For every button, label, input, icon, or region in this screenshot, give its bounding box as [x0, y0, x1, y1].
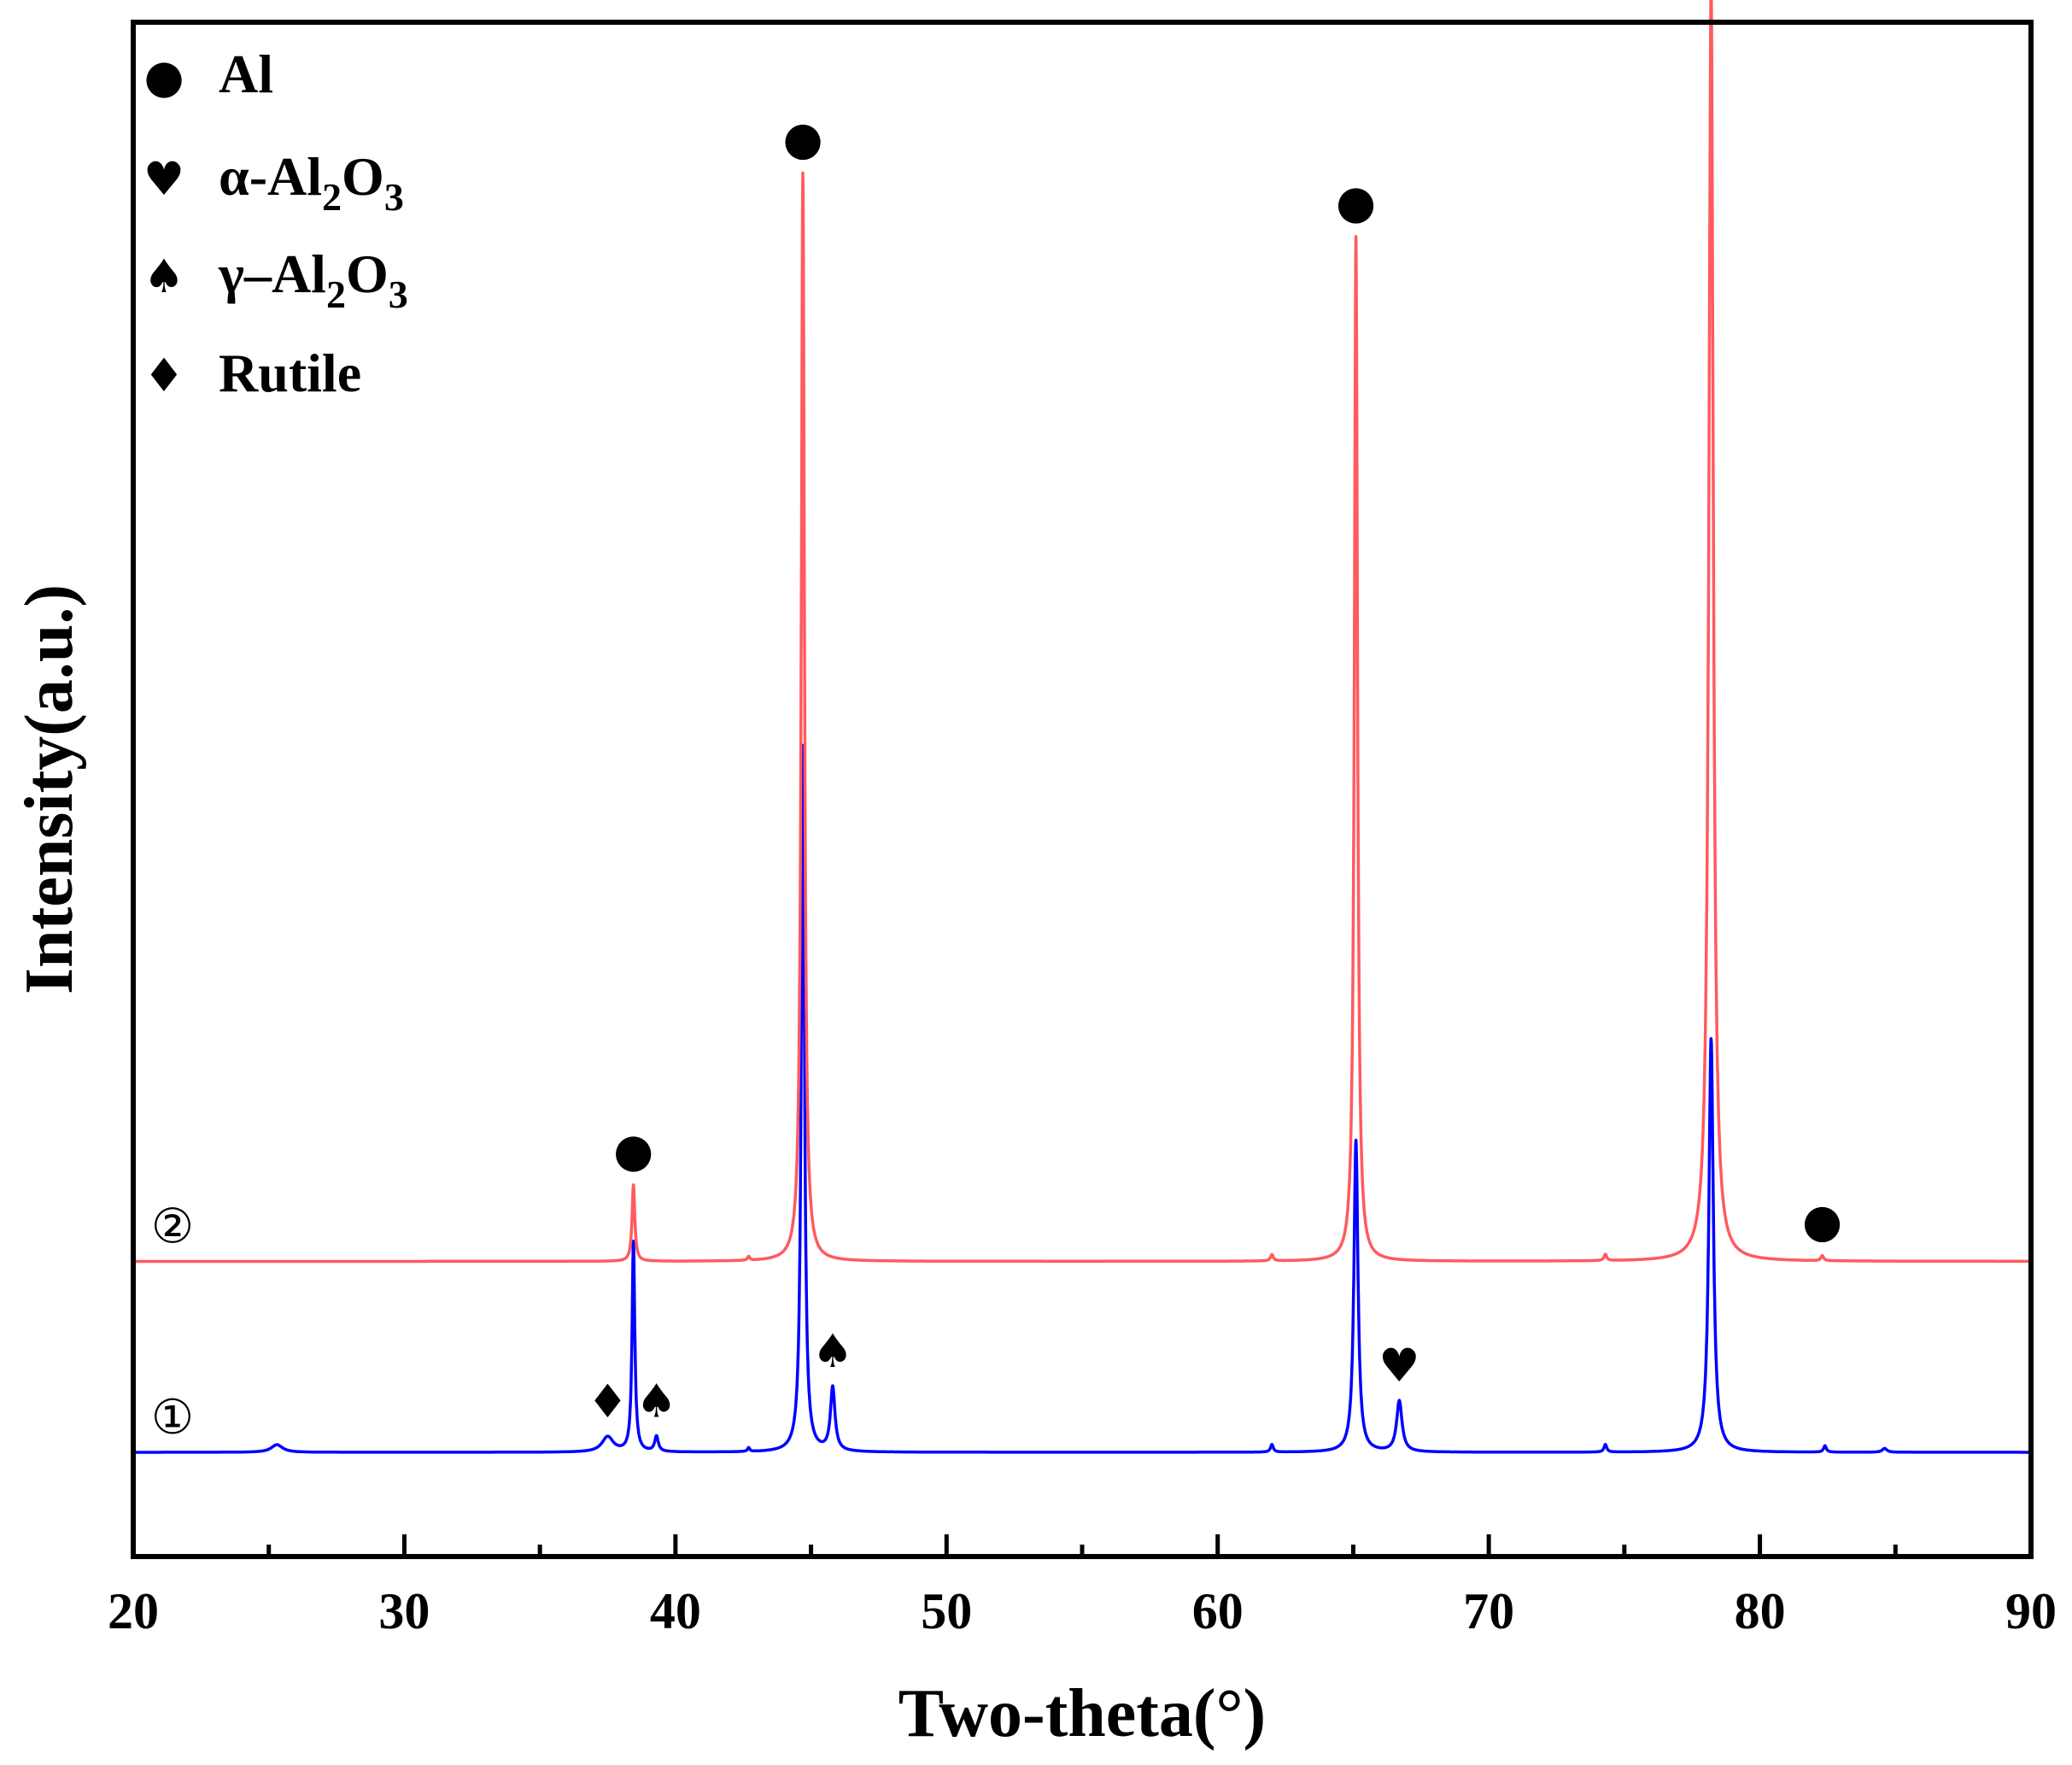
curves-layer — [132, 0, 2033, 1454]
annotation-8: ♠ — [812, 1324, 853, 1378]
legend-symbol-1: ● — [143, 50, 184, 103]
legend-label-3-part-2: 2 — [326, 273, 346, 316]
series-line-1 — [132, 743, 2033, 1454]
curve-label-1: ① — [151, 1390, 194, 1445]
legend-symbol-3: ♠ — [143, 249, 184, 303]
x-tick-label-30: 30 — [378, 1583, 430, 1639]
annotation-7: ♠ — [635, 1374, 676, 1428]
x-tick-label-50: 50 — [921, 1583, 972, 1639]
x-tick-label-20: 20 — [108, 1583, 159, 1639]
series-line-2 — [132, 0, 2033, 1264]
x-tick-label-40: 40 — [650, 1583, 701, 1639]
legend-label-2-part-3: O — [342, 146, 384, 207]
annotation-3: ● — [1336, 175, 1376, 229]
peak-annotations: ●●●●●♦♠♠♥ — [587, 112, 1842, 1428]
annotation-5: ● — [1802, 1194, 1842, 1248]
legend-label-2-part-2: 2 — [322, 175, 342, 219]
x-tick-label-70: 70 — [1463, 1583, 1514, 1639]
legend-label-2: α-Al2O3 — [219, 146, 404, 219]
y-axis-title: Intensity(a.u.) — [12, 584, 87, 994]
legend-label-2-part-4: 3 — [384, 175, 404, 219]
x-axis-tick-labels: 20 30 40 50 60 70 80 90 — [108, 1583, 2057, 1639]
legend-label-1: Al — [219, 44, 273, 104]
x-tick-label-80: 80 — [1735, 1583, 1786, 1639]
legend-label-3-part-3: O — [346, 243, 389, 304]
plot-frame — [131, 20, 2034, 1559]
x-tick-label-90: 90 — [2005, 1583, 2057, 1639]
annotation-2: ● — [782, 112, 822, 166]
annotation-1: ● — [613, 1123, 653, 1177]
curve-labels: ①② — [151, 1199, 194, 1446]
legend-label-3-part-1: γ–Al — [218, 243, 326, 304]
curve-label-2: ② — [151, 1199, 194, 1255]
annotation-9: ♥ — [1378, 1339, 1419, 1393]
legend-label-4: Rutile — [219, 343, 361, 403]
legend-label-3: γ–Al2O3 — [218, 243, 408, 316]
legend-symbol-4: ♦ — [143, 349, 184, 402]
x-axis-title: Two-theta(°) — [898, 1676, 1266, 1751]
x-tick-label-60: 60 — [1192, 1583, 1244, 1639]
annotation-6: ♦ — [587, 1375, 628, 1428]
x-axis-ticks — [131, 1534, 2034, 1557]
legend: ● Al♥ α-Al2O3♠ γ–Al2O3♦ Rutile — [143, 44, 408, 403]
legend-symbol-2: ♥ — [143, 152, 184, 206]
legend-label-3-part-4: 3 — [389, 273, 408, 316]
legend-label-2-part-1: α-Al — [219, 146, 322, 207]
